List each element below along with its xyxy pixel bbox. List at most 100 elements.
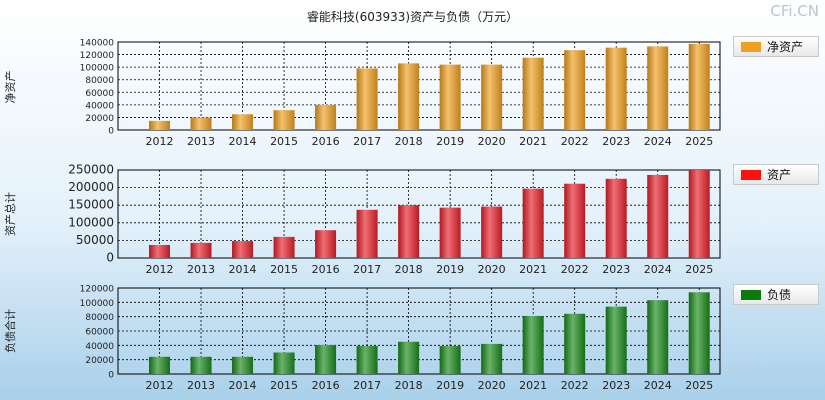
y-tick-label: 0 [108, 371, 114, 381]
bar-assets-2013 [190, 242, 212, 258]
bar-assets-2015 [273, 236, 295, 258]
x-tick-label: 2012 [146, 135, 174, 148]
x-tick-label: 2025 [685, 135, 713, 148]
x-tick-label: 2015 [270, 263, 298, 276]
x-tick-label: 2023 [602, 263, 630, 276]
bar-assets-2022 [564, 183, 586, 258]
bar-net-assets-2013 [190, 117, 212, 130]
y-tick-label: 20000 [85, 114, 114, 124]
y-tick-label: 80000 [85, 313, 114, 323]
legend-swatch-assets [741, 169, 761, 180]
y-tick-label: 40000 [85, 342, 114, 352]
legend-liabilities: 负债 [733, 284, 819, 305]
bar-net-assets-2024 [647, 46, 669, 130]
bar-assets-2017 [356, 209, 378, 258]
x-tick-label: 2021 [519, 263, 547, 276]
y-tick-label: 120000 [80, 285, 115, 295]
bar-liabilities-2016 [315, 344, 337, 374]
legend-label-liabilities: 负债 [767, 288, 792, 302]
x-tick-label: 2018 [395, 135, 423, 148]
x-tick-label: 2024 [644, 379, 672, 392]
bar-assets-2020 [481, 206, 503, 258]
bar-net-assets-2015 [273, 110, 295, 130]
bar-liabilities-2019 [439, 346, 461, 374]
x-tick-label: 2021 [519, 135, 547, 148]
bar-net-assets-2016 [315, 104, 337, 130]
y-tick-label: 60000 [85, 328, 114, 338]
x-tick-label: 2016 [312, 379, 340, 392]
bar-assets-2023 [605, 178, 627, 258]
bar-net-assets-2019 [439, 64, 461, 130]
x-tick-label: 2015 [270, 135, 298, 148]
x-tick-label: 2017 [353, 379, 381, 392]
bar-net-assets-2021 [522, 57, 544, 130]
panel-assets: 0 50000 100000 150000 200000 250000 2012 2013 20… [3, 163, 721, 276]
bar-liabilities-2024 [647, 300, 669, 374]
y-tick-label: 140000 [80, 39, 115, 49]
y-tick-label: 0 [106, 251, 114, 265]
bar-liabilities-2018 [398, 341, 420, 374]
x-tick-label: 2020 [478, 263, 506, 276]
bar-net-assets-2025 [688, 43, 710, 131]
bar-liabilities-2015 [273, 352, 295, 374]
bar-liabilities-2023 [605, 306, 627, 374]
legend-label-net-assets: 净资产 [767, 40, 804, 54]
x-tick-label: 2014 [229, 379, 257, 392]
x-tick-label: 2016 [312, 135, 340, 148]
y-tick-label: 50000 [76, 233, 114, 247]
y-tick-label: 60000 [85, 89, 114, 99]
legend-label-assets: 资产 [767, 168, 792, 182]
x-tick-label: 2022 [561, 263, 589, 276]
x-tick-label: 2013 [187, 135, 215, 148]
y-axis-label-liabilities: 负债合计 [3, 309, 17, 353]
legend-net-assets: 净资产 [733, 36, 819, 57]
bar-assets-2018 [398, 205, 420, 258]
y-axis-label-assets: 资产总计 [3, 192, 17, 236]
bar-liabilities-2021 [522, 315, 544, 374]
bar-liabilities-2022 [564, 313, 586, 374]
bar-assets-2016 [315, 230, 337, 258]
bar-assets-2014 [232, 241, 254, 258]
legend-assets: 资产 [733, 164, 819, 185]
y-tick-label: 200000 [68, 180, 114, 194]
y-tick-label: 80000 [85, 76, 114, 86]
y-tick-label: 100000 [68, 215, 114, 229]
panel-liabilities: 0 20000 40000 60000 80000 100000 120000 2012 201… [3, 285, 721, 392]
x-tick-label: 2021 [519, 379, 547, 392]
bar-net-assets-2012 [149, 120, 171, 130]
x-tick-label: 2018 [395, 379, 423, 392]
x-tick-label: 2023 [602, 379, 630, 392]
x-tick-label: 2019 [436, 263, 464, 276]
x-tick-label: 2016 [312, 263, 340, 276]
y-tick-label: 0 [108, 127, 114, 137]
bar-liabilities-2017 [356, 346, 378, 374]
x-tick-label: 2012 [146, 263, 174, 276]
bar-liabilities-2014 [232, 356, 254, 374]
x-tick-label: 2020 [478, 135, 506, 148]
chart-title: 睿能科技(603933)资产与负债（万元） [306, 10, 519, 24]
bar-liabilities-2025 [688, 292, 710, 374]
x-tick-label: 2022 [561, 379, 589, 392]
bar-net-assets-2018 [398, 63, 420, 130]
bar-assets-2012 [149, 244, 171, 258]
x-tick-label: 2012 [146, 379, 174, 392]
x-tick-label: 2013 [187, 263, 215, 276]
bar-net-assets-2020 [481, 64, 503, 130]
y-tick-label: 20000 [85, 356, 114, 366]
bar-net-assets-2014 [232, 114, 254, 130]
bar-assets-2019 [439, 207, 461, 258]
panel-net-assets: 0 20000 40000 60000 80000 100000 120000 140000 2… [3, 39, 721, 148]
bar-liabilities-2012 [149, 356, 171, 374]
y-tick-label: 100000 [80, 64, 115, 74]
y-tick-label: 100000 [80, 299, 115, 309]
x-tick-label: 2018 [395, 263, 423, 276]
watermark-logo: CFi.CN [770, 2, 819, 20]
x-tick-label: 2024 [644, 263, 672, 276]
y-axis-label-net-assets: 净资产 [3, 71, 17, 104]
bar-liabilities-2013 [190, 356, 212, 374]
legend-swatch-liabilities [741, 289, 761, 300]
x-tick-label: 2013 [187, 379, 215, 392]
bar-assets-2024 [647, 174, 669, 258]
bar-net-assets-2023 [605, 47, 627, 130]
